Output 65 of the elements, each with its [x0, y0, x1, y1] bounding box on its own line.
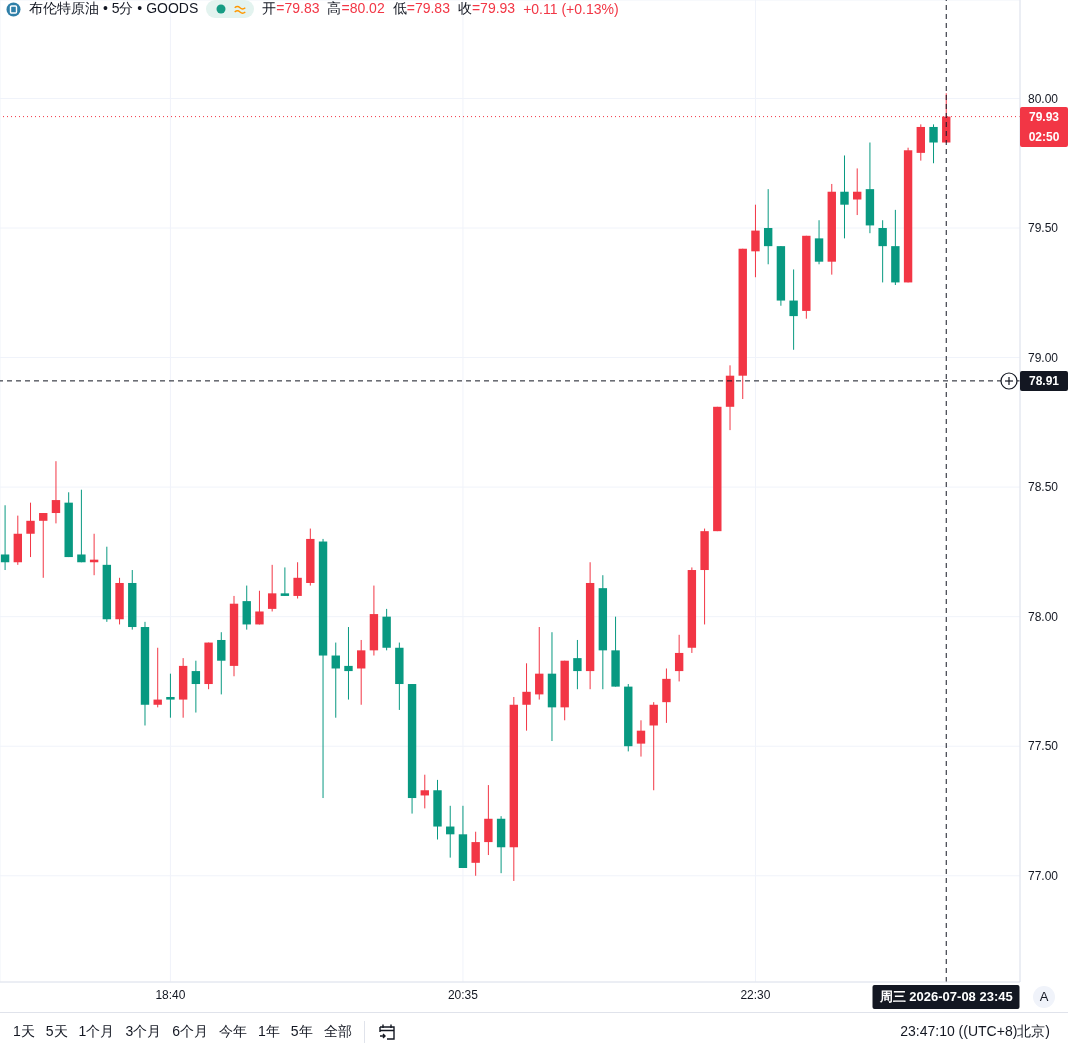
candlestick — [763, 188, 773, 265]
x-tick-label: 20:35 — [447, 987, 479, 1002]
y-tick-label: 80.00 — [1028, 91, 1059, 106]
candlestick — [484, 784, 493, 856]
candlestick — [242, 585, 251, 631]
y-tick-label: 78.50 — [1028, 480, 1059, 495]
candlestick — [929, 123, 938, 164]
candlestick — [814, 219, 824, 265]
candlestick — [255, 590, 264, 625]
candlestick — [191, 660, 201, 714]
candlestick — [77, 489, 86, 563]
x-tick-label: 18:40 — [155, 987, 186, 1002]
candlestick — [662, 667, 671, 724]
text: 今年 — [218, 1023, 247, 1041]
text: 5天 — [45, 1023, 68, 1041]
candlestick — [420, 774, 429, 809]
text: 6个月 — [172, 1023, 208, 1041]
candlestick — [789, 268, 798, 351]
candlestick — [853, 167, 862, 216]
candlestick — [878, 219, 887, 283]
candlestick — [471, 831, 480, 877]
annotation: 开=79.83 — [262, 0, 320, 16]
y-tick-label: 78.00 — [1028, 609, 1059, 624]
candlestick — [217, 631, 226, 695]
candlestick — [293, 561, 302, 600]
text: 3个月 — [125, 1023, 162, 1041]
ref-line-label: 周三 2026-07-08 23:45 — [872, 985, 1020, 1009]
candlestick — [573, 639, 582, 690]
y-tick-label: 79.00 — [1028, 350, 1059, 365]
annotation: 低=79.83 — [392, 0, 450, 16]
candlestick — [674, 634, 684, 682]
candlestick — [649, 701, 658, 791]
ref-line-label: 79.93 — [1028, 108, 1060, 126]
text: 全部 — [323, 1023, 352, 1041]
candlestick — [51, 460, 61, 524]
candlestick — [280, 566, 290, 597]
annotation: +0.11 (+0.13%) — [523, 1, 619, 17]
text: 23:47:10 ((UTC+8)北京) — [900, 1023, 1050, 1041]
candlestick — [636, 719, 646, 758]
y-tick-label: 77.00 — [1028, 869, 1059, 884]
y-tick-label: 79.50 — [1028, 221, 1059, 236]
annotation: 收=79.93 — [457, 0, 516, 16]
text: 5年 — [290, 1023, 313, 1041]
ref-line-label: 78.91 — [1020, 370, 1068, 391]
candlestick — [267, 564, 277, 612]
candlestick — [840, 154, 849, 239]
text: 1个月 — [78, 1023, 115, 1041]
text: 1天 — [13, 1023, 35, 1041]
candlestick — [751, 204, 760, 278]
candlestick — [522, 662, 531, 732]
candlestick — [39, 512, 48, 579]
text: 02:50 — [1027, 128, 1061, 146]
x-tick-label: 22:30 — [740, 987, 771, 1002]
chart-title: 布伦特原油 • 5分 • GOODS — [29, 0, 199, 18]
candlestick — [0, 504, 10, 571]
y-tick-label: 77.50 — [1028, 739, 1059, 754]
candlestick — [357, 639, 366, 706]
candlestick — [344, 626, 353, 701]
candlestick — [153, 647, 162, 708]
text: 1年 — [257, 1023, 280, 1041]
candlestick — [166, 673, 175, 719]
candlestick — [26, 502, 35, 558]
button: A — [1033, 986, 1055, 1008]
annotation: 高=80.02 — [327, 0, 385, 16]
candlestick — [535, 626, 544, 701]
